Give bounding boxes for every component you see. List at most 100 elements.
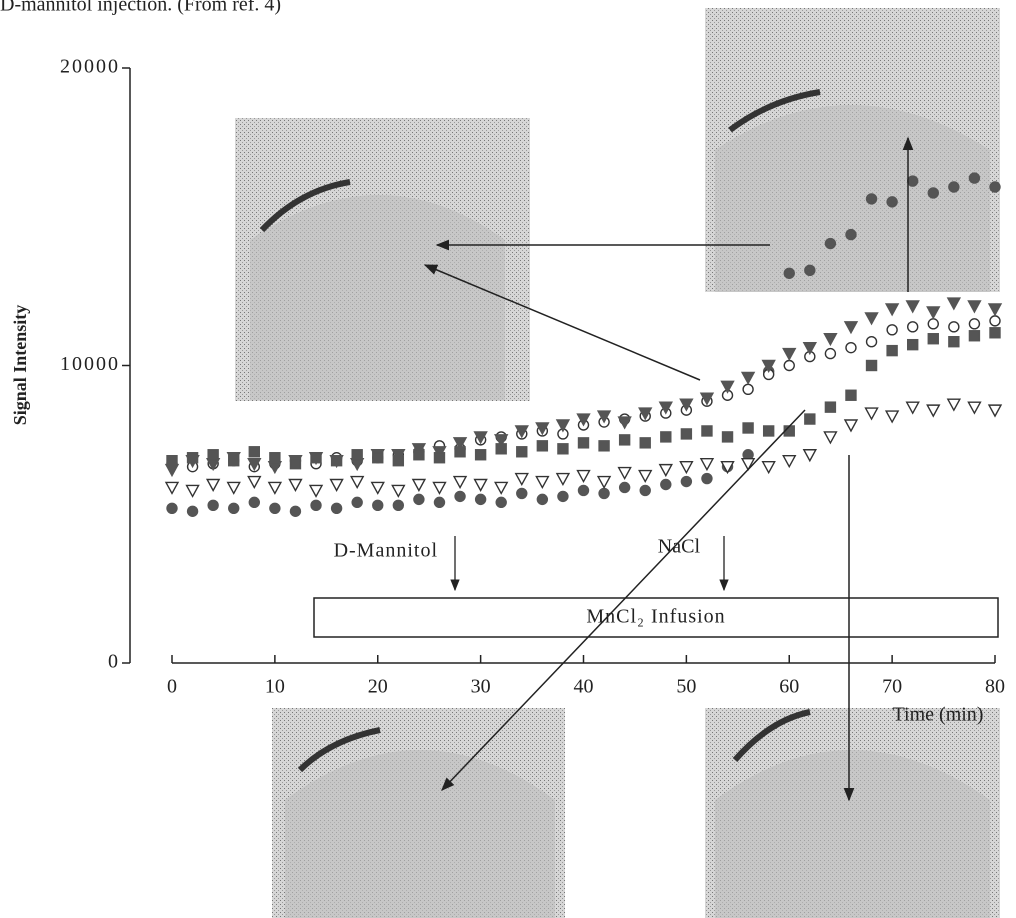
point (989, 304, 1001, 315)
y-axis-label: Signal Intensity (10, 305, 30, 426)
point (948, 399, 960, 410)
point (598, 477, 610, 488)
brain-image (705, 8, 1000, 292)
point (579, 485, 589, 495)
chart: D-mannitol injection. (From ref. 4) Sign… (0, 0, 1016, 918)
point (414, 450, 424, 460)
point (661, 480, 671, 490)
point (661, 432, 671, 442)
point (783, 456, 795, 467)
x-tick-label: 40 (574, 676, 594, 698)
point (537, 494, 547, 504)
y-tick-label: 0 (108, 651, 120, 673)
point (620, 482, 630, 492)
point (434, 453, 444, 463)
point (229, 456, 239, 466)
point (825, 349, 835, 359)
point (804, 450, 816, 461)
point (990, 328, 1000, 338)
y-tick-label: 20000 (60, 56, 120, 78)
x-tick-label: 70 (882, 676, 902, 698)
point (167, 456, 177, 466)
point (373, 453, 383, 463)
x-tick-label: 20 (368, 676, 388, 698)
point (867, 337, 877, 347)
point (968, 402, 980, 413)
point (927, 405, 939, 416)
point (681, 477, 691, 487)
point (352, 497, 362, 507)
point (620, 435, 630, 445)
point (805, 265, 815, 275)
point (928, 334, 938, 344)
point (249, 497, 259, 507)
point (866, 313, 878, 324)
brain-images (235, 8, 1000, 918)
point (455, 491, 465, 501)
x-tick-label: 10 (265, 676, 285, 698)
brain-image (705, 708, 1000, 918)
point (455, 447, 465, 457)
point (784, 268, 794, 278)
point (270, 503, 280, 513)
point (846, 390, 856, 400)
point (496, 444, 506, 454)
x-axis-label: Time (min) (893, 704, 984, 726)
point (558, 491, 568, 501)
point (557, 420, 569, 431)
point (908, 322, 918, 332)
point (784, 361, 794, 371)
point (723, 432, 733, 442)
x-tick-label: 30 (471, 676, 491, 698)
point (824, 432, 836, 443)
x-tick-label: 0 (167, 676, 177, 698)
point (476, 450, 486, 460)
point (495, 482, 507, 493)
point (433, 482, 445, 493)
point (270, 453, 280, 463)
point (558, 444, 568, 454)
point (536, 477, 548, 488)
point (907, 402, 919, 413)
point (887, 346, 897, 356)
point (949, 322, 959, 332)
point (290, 506, 300, 516)
point (537, 441, 547, 451)
point (619, 468, 631, 479)
point (928, 188, 938, 198)
point (557, 474, 569, 485)
point (969, 331, 979, 341)
point (722, 381, 734, 392)
point (640, 485, 650, 495)
point (599, 488, 609, 498)
point (763, 462, 775, 473)
point (187, 485, 199, 496)
point (373, 500, 383, 510)
point (702, 474, 712, 484)
point (579, 438, 589, 448)
point (188, 453, 198, 463)
x-tick-label: 60 (779, 676, 799, 698)
point (783, 349, 795, 360)
caption: D-mannitol injection. (From ref. 4) (0, 0, 281, 16)
point (680, 462, 692, 473)
point (516, 474, 528, 485)
point (393, 456, 403, 466)
point (289, 480, 301, 491)
point (393, 500, 403, 510)
annotation: NaCl (658, 536, 701, 558)
point (208, 450, 218, 460)
x-tick-label: 80 (985, 676, 1005, 698)
point (269, 482, 281, 493)
point (249, 447, 259, 457)
point (166, 482, 178, 493)
point (887, 325, 897, 335)
point (949, 182, 959, 192)
point (352, 450, 362, 460)
point (886, 411, 898, 422)
point (681, 429, 691, 439)
brain-image (235, 118, 530, 401)
point (990, 182, 1000, 192)
point (351, 477, 363, 488)
point (907, 301, 919, 312)
